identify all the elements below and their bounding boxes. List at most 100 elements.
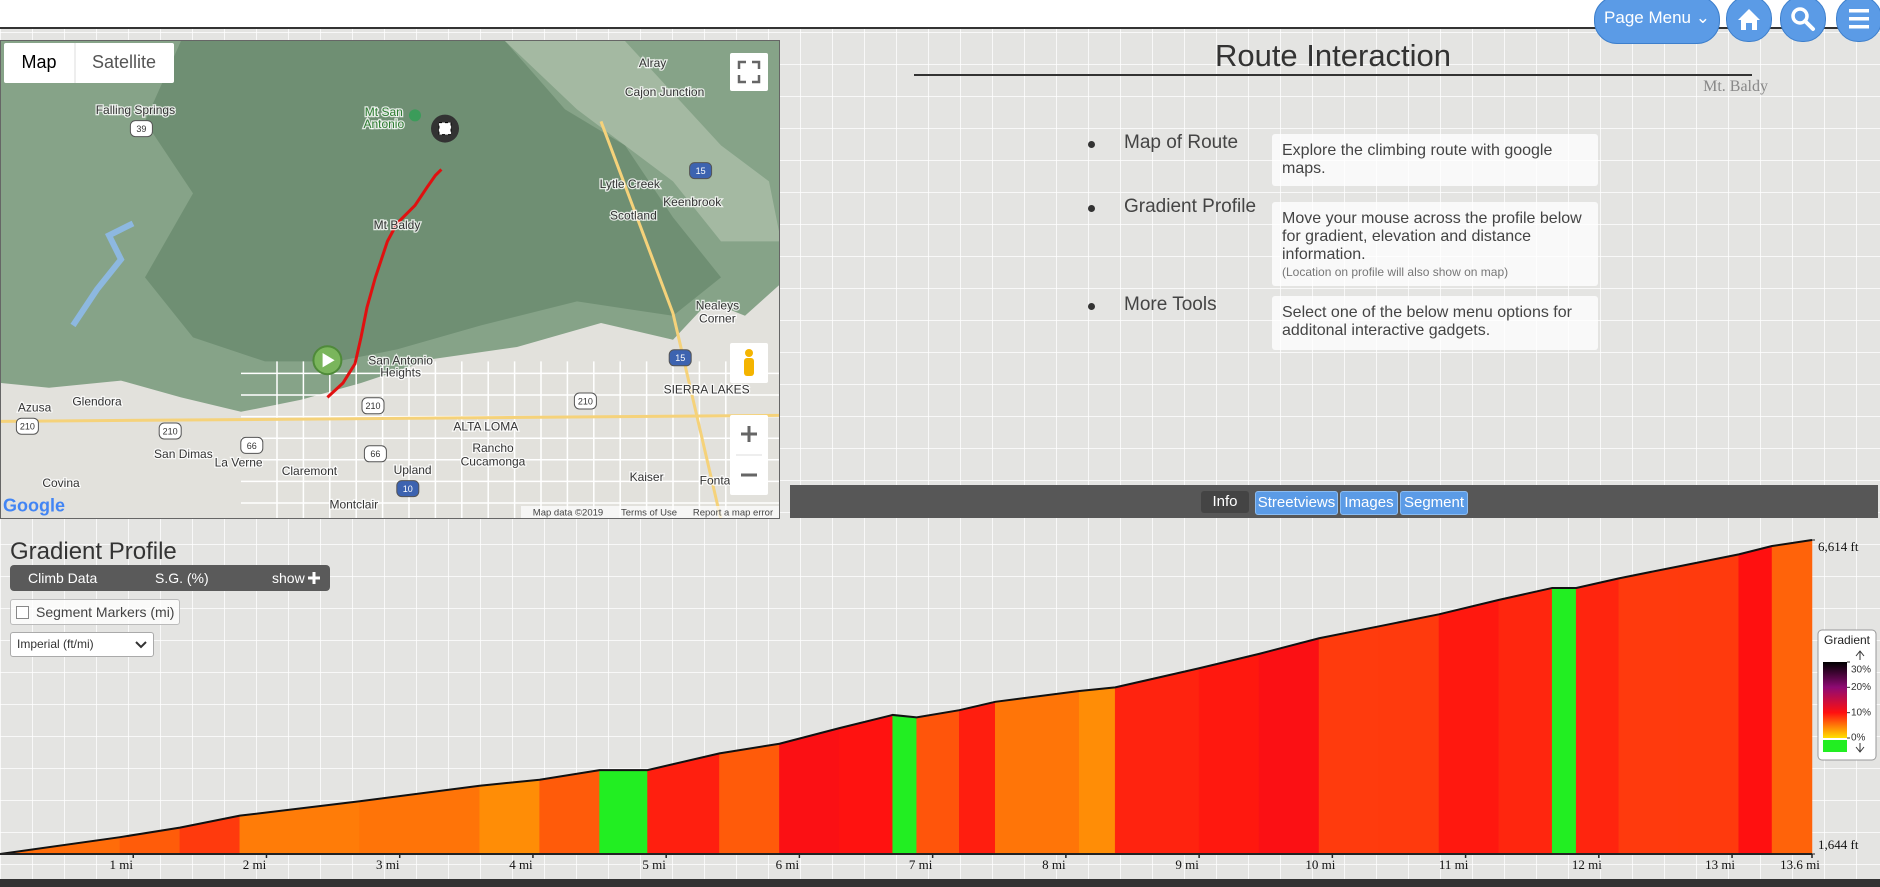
segment-markers[interactable]: Segment Markers (mi) bbox=[10, 599, 180, 625]
place-label: Montclair bbox=[329, 498, 378, 512]
satellite-tab[interactable]: Satellite bbox=[92, 52, 156, 72]
map-tab[interactable]: Map bbox=[21, 52, 56, 72]
legend-up-arrow bbox=[1855, 650, 1865, 660]
place-label: Cajon Junction bbox=[625, 85, 704, 99]
x-tick-label: 13.6 mi bbox=[1780, 857, 1820, 872]
route-shield bbox=[129, 120, 153, 138]
place-label: Claremont bbox=[282, 464, 338, 478]
x-tick-label: 10 mi bbox=[1305, 857, 1335, 872]
place-label: Mt Baldy bbox=[374, 218, 421, 232]
search-icon bbox=[1791, 7, 1815, 31]
climb-data[interactable]: Climb Data bbox=[28, 570, 98, 586]
plus-icon bbox=[308, 572, 320, 584]
place-label: Kaiser bbox=[630, 470, 664, 484]
place-label: Falling Springs bbox=[96, 103, 175, 117]
route-shield bbox=[363, 445, 387, 463]
gradient-segment bbox=[1618, 566, 1680, 855]
menu-button[interactable] bbox=[1836, 0, 1880, 42]
tab-streetviews[interactable]: Streetviews bbox=[1255, 491, 1338, 515]
place-label: Antonio bbox=[363, 117, 404, 131]
units-select[interactable]: Imperial (ft/mi) bbox=[10, 632, 154, 657]
tab-images[interactable]: Images bbox=[1340, 491, 1398, 515]
legend-label: 0% bbox=[1851, 733, 1866, 744]
route-shield bbox=[158, 422, 182, 440]
checkbox-label: Segment Markers (mi) bbox=[36, 604, 175, 620]
freeway bbox=[599, 120, 723, 518]
x-tick-label: 6 mi bbox=[776, 857, 800, 872]
tab-segment[interactable]: Segment bbox=[1400, 491, 1468, 515]
route-map[interactable]: Alray Cajon Junction Falling Springs Mt San… bbox=[0, 40, 780, 519]
gradient-segment bbox=[1078, 687, 1116, 855]
pegman-head bbox=[745, 349, 753, 357]
shield-number: 15 bbox=[675, 353, 685, 363]
item-box: Move your mouse across the profile below… bbox=[1272, 202, 1598, 286]
shield-number: 210 bbox=[365, 401, 380, 411]
place-label: Mt San bbox=[365, 105, 403, 119]
map-footer: Map data ©2019 bbox=[533, 508, 603, 519]
checkbox[interactable] bbox=[16, 606, 29, 619]
fullscreen-button[interactable] bbox=[730, 53, 768, 91]
x-tick-label: 5 mi bbox=[642, 857, 666, 872]
place-label: Alray bbox=[639, 56, 666, 70]
legend-label: 10% bbox=[1851, 707, 1871, 718]
info-subtitle: Mt. Baldy bbox=[1703, 78, 1768, 95]
shield-number: 210 bbox=[20, 422, 35, 432]
top-bar bbox=[0, 0, 1880, 29]
sg-label[interactable]: S.G. (%) bbox=[155, 570, 209, 586]
legend-scale bbox=[1823, 662, 1847, 738]
gradient-segment bbox=[1258, 637, 1320, 855]
home-button[interactable] bbox=[1726, 0, 1772, 42]
place-label: Azusa bbox=[18, 400, 52, 414]
place-label: Rancho bbox=[472, 441, 514, 455]
route-line bbox=[326, 168, 443, 399]
place-label: SIERRA LAKES bbox=[664, 382, 750, 396]
map-tab-bg bbox=[4, 43, 174, 83]
gradient-segment bbox=[1198, 653, 1260, 855]
show-toggle[interactable]: show bbox=[272, 570, 305, 586]
gradient-segment bbox=[599, 769, 648, 855]
shield-number: 66 bbox=[247, 441, 257, 451]
pegman-body bbox=[744, 358, 754, 376]
valley bbox=[505, 41, 779, 242]
gradient-segment bbox=[1738, 545, 1773, 855]
gradient-segment bbox=[719, 743, 780, 855]
gradient-segment bbox=[1318, 625, 1380, 855]
x-tick-label: 4 mi bbox=[509, 857, 533, 872]
place-label: Nealeys bbox=[696, 298, 739, 312]
finish-flag bbox=[438, 122, 452, 136]
gradient-segment bbox=[1498, 587, 1553, 855]
map-footer: Report a map error bbox=[693, 508, 773, 519]
route-shield bbox=[573, 392, 597, 410]
shield-number: 39 bbox=[136, 124, 146, 134]
bullet bbox=[1088, 303, 1095, 310]
shield-number: 66 bbox=[370, 449, 380, 459]
place-label: Scotland bbox=[610, 208, 657, 222]
start-play bbox=[322, 353, 335, 368]
gradient-segment bbox=[892, 714, 917, 855]
page-menu-button[interactable]: Page Menu ⌄ bbox=[1594, 0, 1720, 44]
page-menu-label: Page Menu bbox=[1604, 8, 1691, 27]
gradient-segment bbox=[779, 727, 840, 855]
place-label: Corner bbox=[699, 312, 736, 326]
home-icon bbox=[1738, 9, 1760, 30]
gradient-segment bbox=[479, 779, 540, 855]
route-shield bbox=[689, 162, 713, 180]
bullet bbox=[1088, 141, 1095, 148]
search-button[interactable] bbox=[1780, 0, 1826, 42]
info-title: Route Interaction bbox=[1214, 38, 1452, 73]
place-label: ALTA LOMA bbox=[453, 420, 518, 434]
x-tick-label: 11 mi bbox=[1439, 857, 1469, 872]
elevation-outline bbox=[0, 539, 1813, 855]
x-tick-label: 9 mi bbox=[1175, 857, 1199, 872]
bottom-bar bbox=[0, 879, 1880, 887]
map-footer-bg bbox=[521, 506, 779, 518]
place-label: Cucamonga bbox=[461, 454, 526, 468]
route-shield bbox=[668, 349, 692, 367]
place-label: Glendora bbox=[72, 394, 122, 408]
gradient-segment bbox=[916, 709, 960, 855]
gradient-segment bbox=[959, 701, 996, 855]
place-label: Heights bbox=[380, 366, 421, 380]
legend-label: 20% bbox=[1851, 682, 1871, 693]
route-shield bbox=[240, 436, 264, 454]
tab-info[interactable]: Info bbox=[1201, 491, 1249, 513]
